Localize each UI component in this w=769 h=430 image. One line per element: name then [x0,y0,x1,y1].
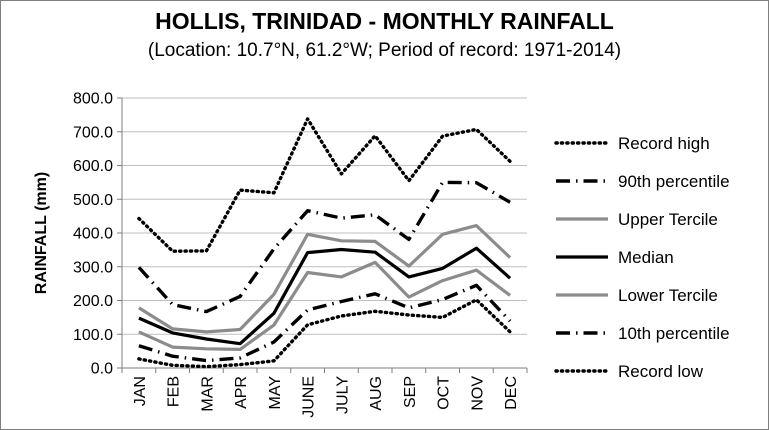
x-tick-label: DEC [503,376,520,410]
series-line-record-high [137,117,512,253]
series-line-upper-tercile [138,224,512,334]
legend-label-90th-percentile: 90th percentile [618,172,730,191]
y-axis-title: RAINFALL (mm) [33,172,50,294]
y-tick-label: 300.0 [73,259,113,276]
y-tick-label: 800.0 [73,91,113,108]
x-tick-label: JUNE [301,376,318,418]
legend-label-upper-tercile: Upper Tercile [618,210,718,229]
chart-title: HOLLIS, TRINIDAD - MONTHLY RAINFALL [155,8,614,34]
y-tick-label: 600.0 [73,158,113,175]
series-line-record-low [137,298,512,369]
x-tick-label: APR [233,376,250,409]
legend-label-lower-tercile: Lower Tercile [618,286,718,305]
y-tick-label: 200.0 [73,293,113,310]
series-line-median [138,246,512,346]
legend-label-10th-percentile: 10th percentile [618,324,730,343]
y-tick-label: 500.0 [73,192,113,209]
chart-subtitle: (Location: 10.7°N, 61.2°W; Period of rec… [147,40,622,61]
x-tick-label: MAY [267,376,284,410]
series-line-90th-percentile [137,180,511,314]
x-tick-label: MAR [199,376,216,412]
legend-label-median: Median [618,248,674,267]
x-tick-label: JAN [132,376,149,406]
x-tick-label: SEP [402,376,419,408]
series-line-lower-tercile [138,260,512,351]
y-tick-label: 100.0 [73,327,113,344]
legend-label-record-high: Record high [618,134,710,153]
x-tick-label: OCT [436,376,453,410]
x-tick-label: JULY [334,376,351,414]
legend-label-record-low: Record low [618,362,704,381]
y-tick-label: 400.0 [73,226,113,243]
x-tick-label: NOV [469,376,486,411]
y-tick-label: 700.0 [73,124,113,141]
x-tick-label: FEB [166,376,183,407]
y-tick-label: 0.0 [91,361,113,378]
x-tick-label: AUG [368,376,385,411]
series-line-10th-percentile [138,283,512,363]
